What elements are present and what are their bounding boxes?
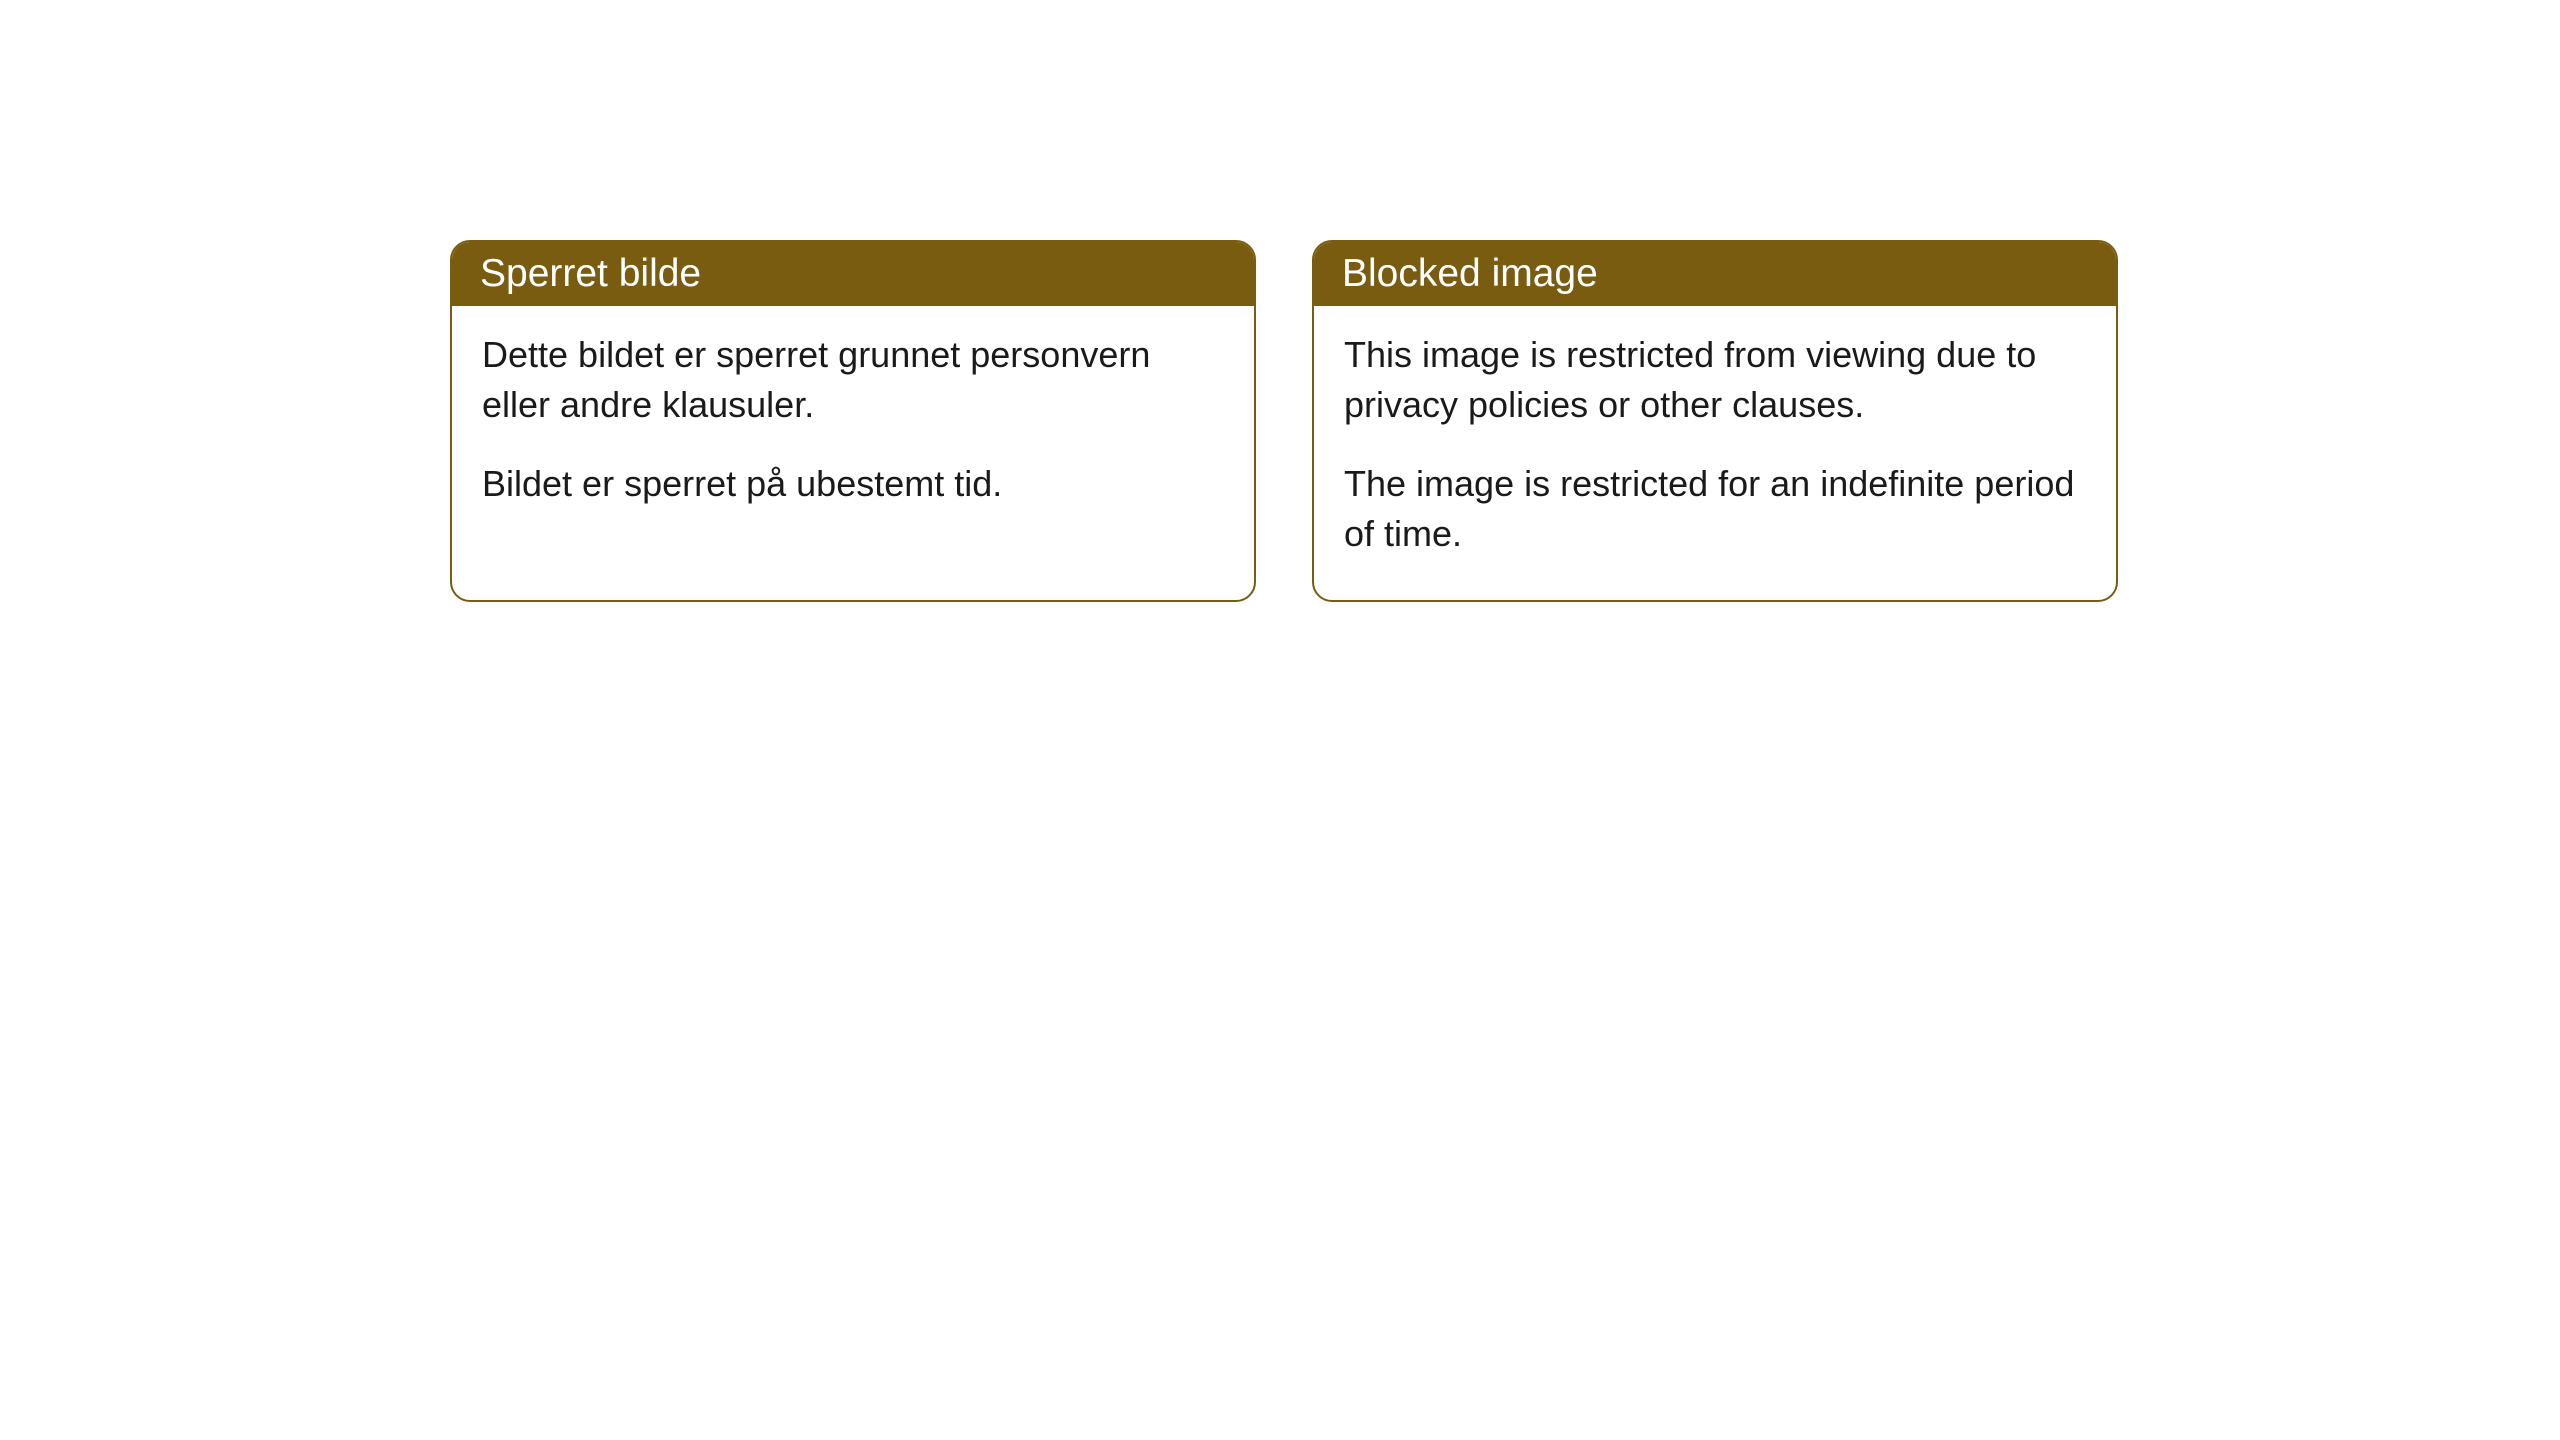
card-paragraph-2: The image is restricted for an indefinit… — [1344, 459, 2086, 560]
card-title: Blocked image — [1342, 252, 1598, 295]
card-paragraph-2: Bildet er sperret på ubestemt tid. — [482, 459, 1224, 509]
card-header-norwegian: Sperret bilde — [452, 242, 1254, 306]
card-body-norwegian: Dette bildet er sperret grunnet personve… — [452, 306, 1254, 549]
card-title: Sperret bilde — [480, 252, 701, 295]
blocked-image-card-english: Blocked image This image is restricted f… — [1312, 240, 2118, 602]
card-body-english: This image is restricted from viewing du… — [1314, 306, 2116, 600]
blocked-image-card-norwegian: Sperret bilde Dette bildet er sperret gr… — [450, 240, 1256, 602]
cards-container: Sperret bilde Dette bildet er sperret gr… — [450, 240, 2118, 602]
card-paragraph-1: This image is restricted from viewing du… — [1344, 330, 2086, 431]
card-header-english: Blocked image — [1314, 242, 2116, 306]
card-paragraph-1: Dette bildet er sperret grunnet personve… — [482, 330, 1224, 431]
